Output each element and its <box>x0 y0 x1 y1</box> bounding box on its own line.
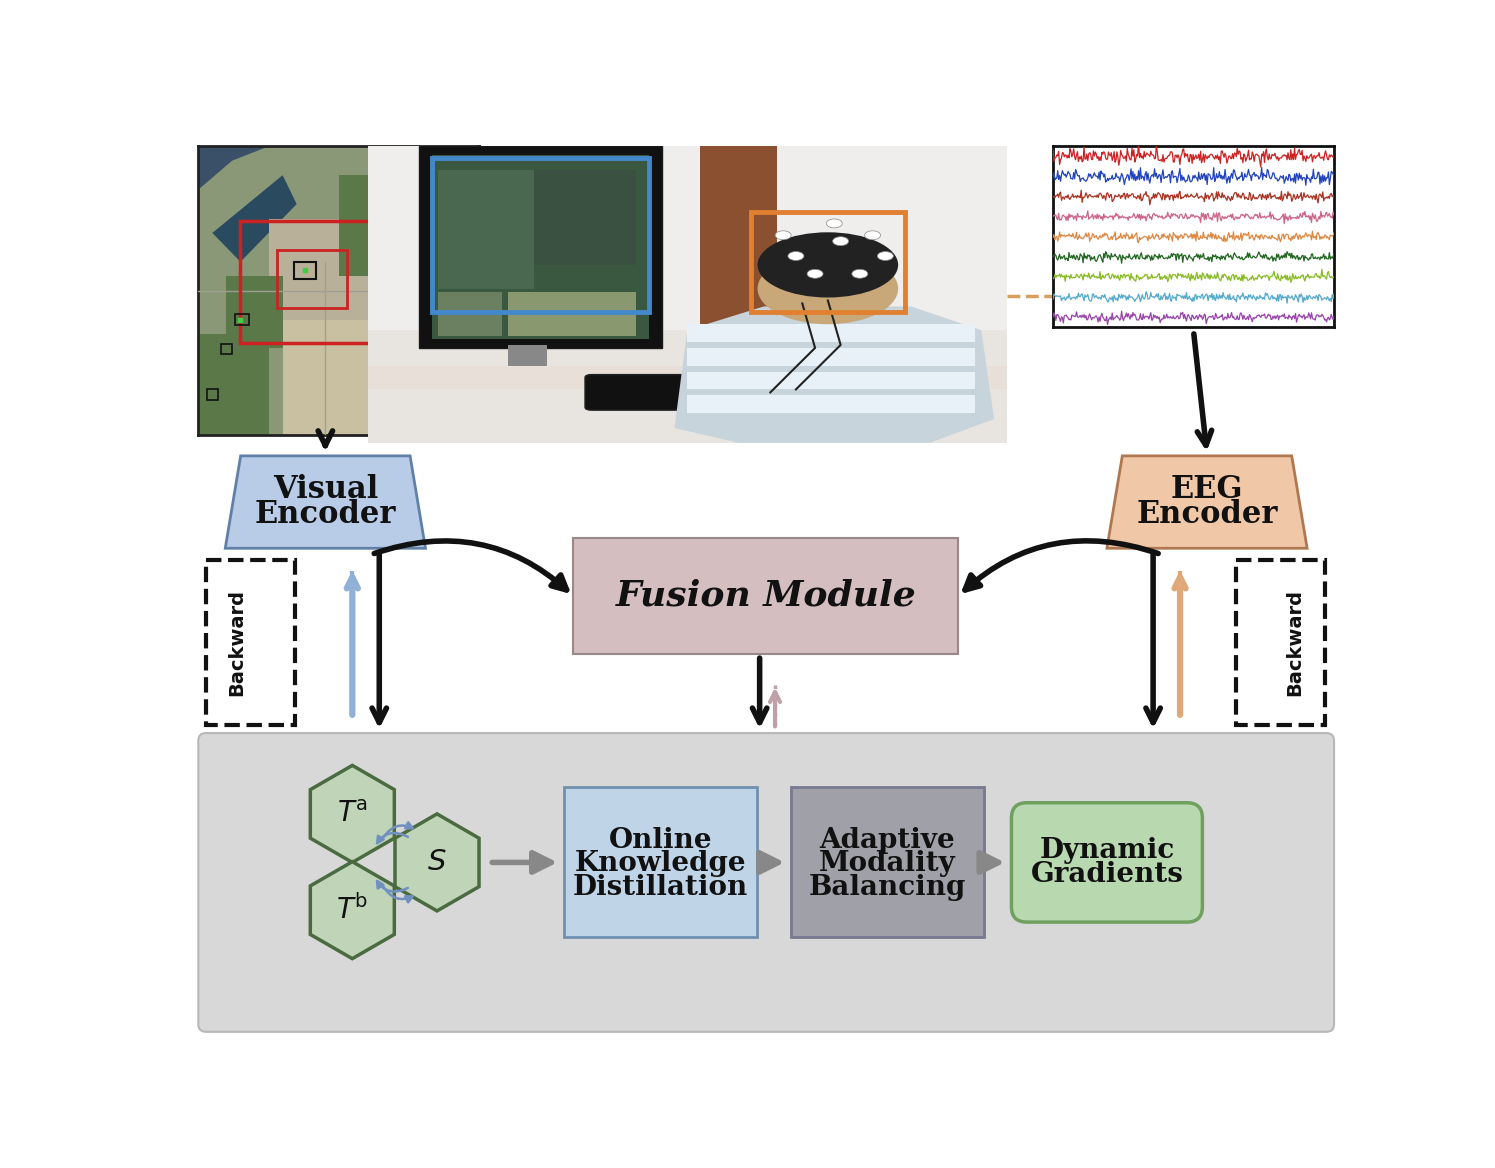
FancyArrowPatch shape <box>383 822 413 839</box>
Polygon shape <box>226 456 426 548</box>
Bar <box>1236 559 1325 725</box>
Text: $S$: $S$ <box>428 848 447 876</box>
Text: Encoder: Encoder <box>1136 499 1278 530</box>
Polygon shape <box>311 765 395 862</box>
Text: Distillation: Distillation <box>573 874 748 901</box>
FancyArrowPatch shape <box>374 541 567 590</box>
Polygon shape <box>395 814 478 911</box>
Text: Balancing: Balancing <box>809 874 966 901</box>
FancyBboxPatch shape <box>1012 802 1202 922</box>
Text: $T^\mathrm{a}$: $T^\mathrm{a}$ <box>336 800 368 828</box>
Bar <box>206 559 295 725</box>
Text: Adaptive: Adaptive <box>819 827 955 854</box>
Bar <box>573 538 958 654</box>
FancyBboxPatch shape <box>199 734 1334 1031</box>
FancyArrowPatch shape <box>979 853 999 872</box>
Bar <box>791 787 984 938</box>
Text: Dynamic: Dynamic <box>1039 836 1175 863</box>
Text: Knowledge: Knowledge <box>574 850 746 877</box>
FancyArrowPatch shape <box>383 885 413 903</box>
FancyArrowPatch shape <box>377 833 408 843</box>
FancyArrowPatch shape <box>759 853 779 872</box>
Text: Encoder: Encoder <box>254 499 396 530</box>
Polygon shape <box>311 862 395 959</box>
FancyArrowPatch shape <box>964 541 1159 590</box>
Text: Modality: Modality <box>819 850 955 877</box>
Text: Visual: Visual <box>272 474 378 506</box>
Text: Online: Online <box>608 827 712 854</box>
Bar <box>564 787 756 938</box>
Text: Gradients: Gradients <box>1030 861 1184 888</box>
Text: EEG: EEG <box>1171 474 1244 506</box>
Polygon shape <box>1106 456 1307 548</box>
Text: Backward: Backward <box>227 589 245 696</box>
Text: Backward: Backward <box>1284 589 1304 696</box>
Text: $T^\mathrm{b}$: $T^\mathrm{b}$ <box>336 895 368 925</box>
FancyArrowPatch shape <box>492 853 552 872</box>
Text: Fusion Module: Fusion Module <box>616 579 916 613</box>
FancyArrowPatch shape <box>377 881 408 891</box>
